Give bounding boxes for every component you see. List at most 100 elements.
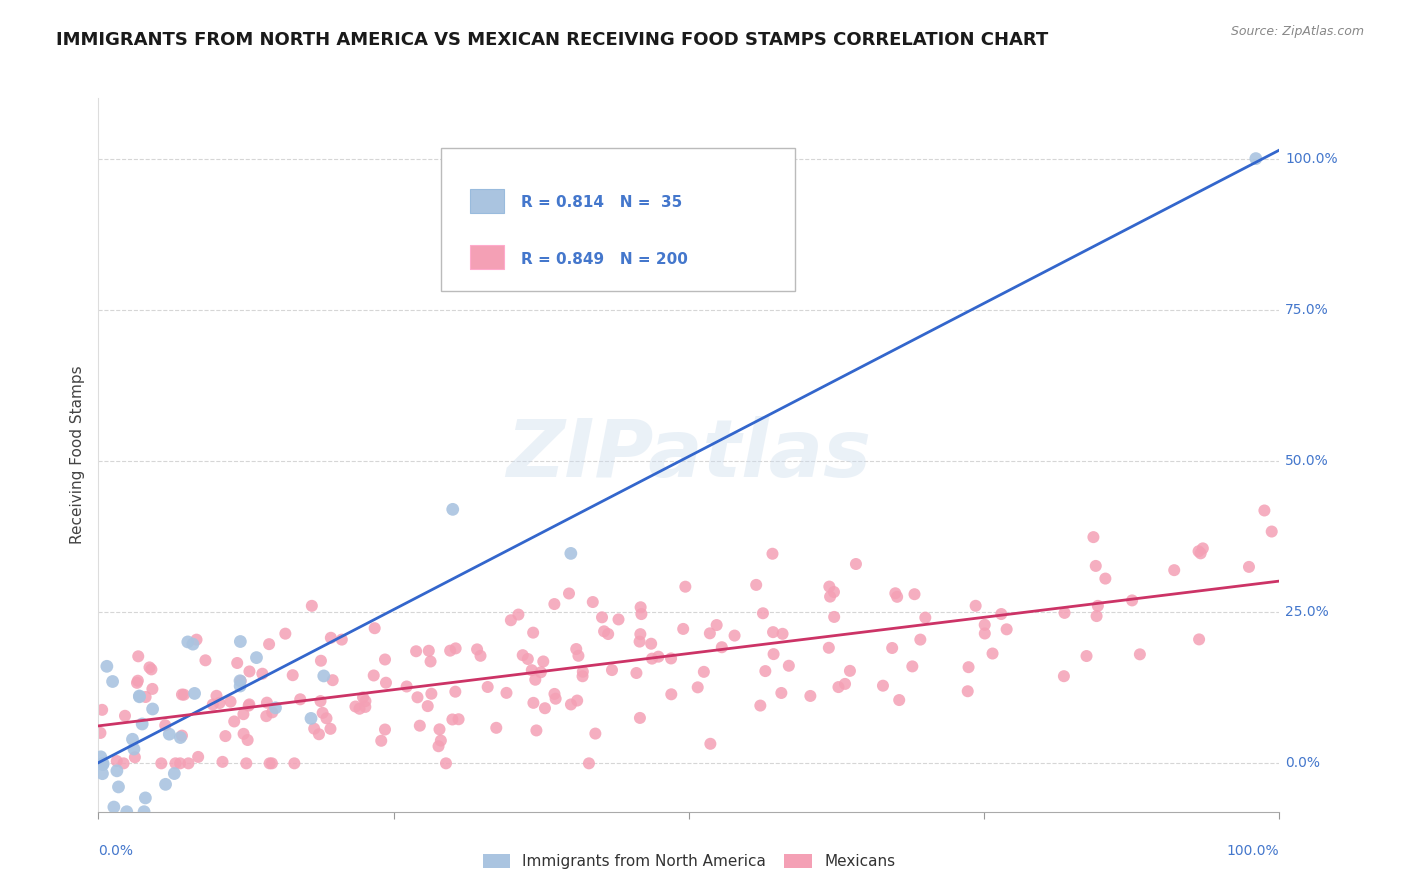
Point	[309, 654, 332, 668]
Point	[441, 502, 464, 516]
Point	[485, 721, 508, 735]
Point	[477, 680, 499, 694]
Point	[127, 649, 149, 664]
Point	[128, 689, 150, 703]
Point	[101, 674, 124, 689]
Point	[499, 613, 522, 627]
Point	[465, 642, 488, 657]
Point	[508, 607, 530, 622]
Point	[1244, 152, 1267, 166]
Point	[128, 690, 150, 704]
Point	[105, 764, 128, 778]
Point	[531, 655, 554, 669]
Point	[177, 635, 200, 649]
Point	[235, 756, 257, 771]
Point	[354, 700, 377, 714]
Point	[259, 756, 281, 771]
Point	[141, 681, 163, 696]
Point	[114, 708, 136, 723]
FancyBboxPatch shape	[471, 188, 503, 212]
Point	[91, 703, 114, 717]
Point	[224, 714, 246, 729]
Point	[420, 687, 443, 701]
Point	[956, 684, 979, 698]
Point	[157, 727, 180, 741]
Point	[406, 690, 429, 705]
Point	[957, 660, 980, 674]
Point	[363, 668, 385, 682]
Point	[686, 681, 709, 695]
Point	[150, 756, 173, 771]
Point	[124, 750, 146, 764]
Text: 100.0%: 100.0%	[1285, 152, 1339, 166]
Point	[544, 691, 567, 706]
Point	[845, 557, 868, 571]
Point	[530, 665, 553, 680]
Point	[374, 652, 396, 666]
Point	[141, 662, 163, 676]
Point	[91, 756, 114, 771]
Point	[583, 726, 606, 740]
Point	[823, 610, 845, 624]
Point	[598, 627, 620, 641]
Point	[647, 649, 669, 664]
Point	[299, 711, 322, 725]
Point	[600, 663, 623, 677]
Point	[419, 655, 441, 669]
Point	[628, 627, 651, 641]
Point	[322, 673, 344, 688]
Point	[309, 694, 332, 708]
FancyBboxPatch shape	[441, 148, 796, 291]
Point	[444, 641, 467, 656]
Point	[839, 664, 862, 678]
Point	[524, 673, 547, 687]
Point	[170, 729, 193, 743]
Point	[761, 547, 783, 561]
Point	[818, 590, 841, 604]
Point	[264, 701, 287, 715]
Point	[416, 699, 439, 714]
Point	[252, 666, 274, 681]
Point	[257, 637, 280, 651]
FancyBboxPatch shape	[471, 245, 503, 269]
Point	[628, 711, 651, 725]
Point	[901, 659, 924, 673]
Point	[1084, 558, 1107, 573]
Point	[626, 665, 648, 680]
Point	[630, 607, 652, 621]
Text: 75.0%: 75.0%	[1285, 302, 1329, 317]
Point	[169, 731, 191, 745]
Point	[772, 627, 794, 641]
Point	[302, 722, 325, 736]
Point	[260, 756, 283, 771]
Point	[640, 637, 662, 651]
Point	[543, 597, 565, 611]
Point	[308, 727, 330, 741]
Point	[262, 706, 284, 720]
Point	[245, 650, 267, 665]
Point	[659, 687, 682, 701]
Point	[229, 673, 252, 688]
Point	[965, 599, 987, 613]
Point	[219, 695, 242, 709]
Point	[567, 693, 589, 707]
Text: ZIPatlas: ZIPatlas	[506, 416, 872, 494]
Point	[1053, 669, 1076, 683]
Point	[512, 648, 534, 662]
Point	[201, 698, 224, 712]
Point	[375, 675, 398, 690]
Point	[534, 701, 557, 715]
Point	[903, 587, 925, 601]
Point	[112, 756, 135, 771]
Point	[628, 634, 651, 648]
Point	[641, 651, 664, 665]
Point	[973, 617, 995, 632]
Point	[208, 696, 231, 710]
Point	[363, 621, 385, 635]
Point	[754, 664, 776, 678]
Point	[177, 756, 200, 771]
Point	[723, 629, 745, 643]
Point	[1053, 606, 1076, 620]
Point	[429, 723, 451, 737]
Point	[990, 607, 1012, 621]
